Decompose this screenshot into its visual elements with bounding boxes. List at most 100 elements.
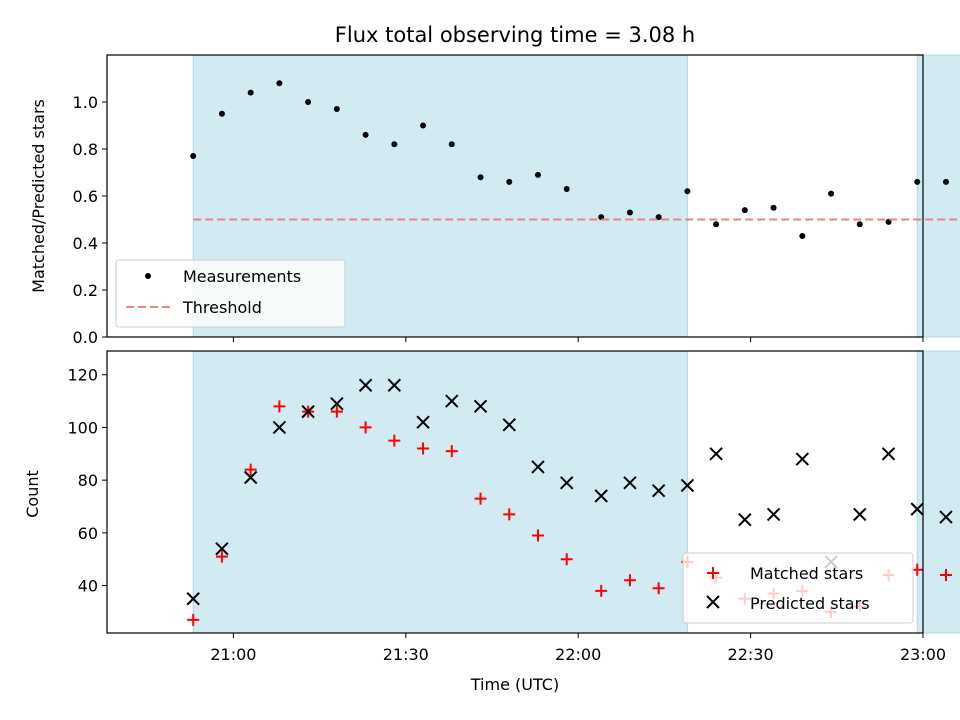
shaded-interval <box>916 54 960 338</box>
matched-star-point <box>560 553 573 566</box>
predicted-star-point <box>358 378 373 392</box>
matched-star-point <box>503 508 516 521</box>
x-tick-label: 22:30 <box>728 645 774 664</box>
measurement-point <box>190 153 197 160</box>
measurement-point <box>305 99 312 105</box>
matched-star-point <box>595 584 608 597</box>
predicted-star-point <box>853 507 867 522</box>
top-legend: Measurements Threshold <box>115 259 346 328</box>
bottom-legend-box <box>682 552 914 624</box>
measurement-point <box>420 122 427 129</box>
y-tick-label: 0.4 <box>73 234 98 253</box>
matched-star-point <box>445 445 458 458</box>
legend-predicted-marker <box>706 595 720 609</box>
legend-predicted-label: Predicted stars <box>750 594 870 613</box>
x-tick-label: 21:30 <box>383 645 429 664</box>
predicted-star-point <box>416 415 430 429</box>
measurement-point <box>914 178 921 185</box>
measurement-point <box>741 207 748 214</box>
y-tick-label: 0.6 <box>73 187 98 206</box>
predicted-star-point <box>502 418 516 432</box>
predicted-star-point <box>910 502 924 516</box>
measurement-point <box>713 221 720 228</box>
matched-star-point <box>652 582 665 595</box>
predicted-star-point <box>738 512 752 527</box>
y-tick-label: 100 <box>67 418 98 437</box>
matched-star-point <box>273 400 286 413</box>
top-panel-frame <box>106 54 924 338</box>
x-tick-label: 21:00 <box>210 645 256 664</box>
matched-star-point <box>359 421 372 434</box>
predicted-star-point <box>272 420 287 435</box>
bottom-y-axis-label: Count <box>23 470 42 518</box>
measurement-point <box>534 171 541 178</box>
x-tick-label: 22:00 <box>555 645 601 664</box>
predicted-star-point <box>651 483 666 498</box>
measurement-point <box>799 232 806 239</box>
y-tick-label: 40 <box>78 577 98 596</box>
measurement-point <box>333 106 340 113</box>
legend-measurements-label: Measurements <box>183 267 301 286</box>
matched-star-point <box>623 574 636 587</box>
shaded-interval <box>916 350 960 634</box>
predicted-star-point <box>445 394 459 408</box>
matched-star-point <box>531 529 544 542</box>
measurement-point <box>942 178 949 185</box>
measurement-point <box>218 110 225 117</box>
top-panel: 0.0 0.2 0.4 0.6 0.8 1.0 Matched/Predicted sta… <box>29 54 960 347</box>
y-tick-label: 0.2 <box>73 281 98 300</box>
y-tick-label: 0.8 <box>73 140 98 159</box>
measurement-point <box>626 209 633 216</box>
x-axis-label: Time (UTC) <box>470 675 559 694</box>
top-y-axis-label: Matched/Predicted stars <box>29 99 48 293</box>
legend-matched-label: Matched stars <box>750 564 863 583</box>
y-tick-label: 1.0 <box>73 93 98 112</box>
measurement-point <box>856 221 863 228</box>
legend-threshold-label: Threshold <box>182 298 262 317</box>
predicted-star-point <box>795 452 810 466</box>
predicted-star-point <box>531 460 545 474</box>
y-tick-label: 0.0 <box>73 328 98 347</box>
predicted-star-point <box>560 476 574 490</box>
predicted-star-point <box>594 489 608 503</box>
measurement-point <box>448 141 455 148</box>
predicted-star-point <box>215 541 229 556</box>
matched-star-point <box>244 463 257 476</box>
legend-measurements-marker <box>145 273 151 279</box>
measurement-point <box>477 174 484 181</box>
predicted-star-point <box>680 478 695 493</box>
bottom-panel-frame <box>106 350 924 634</box>
predicted-star-point <box>330 397 344 411</box>
chart-title: Flux total observing time = 3.08 h <box>335 23 695 47</box>
measurement-point <box>563 185 570 192</box>
predicted-star-point <box>301 404 315 419</box>
measurement-point <box>770 204 777 211</box>
measurement-point <box>506 178 513 185</box>
matched-star-point <box>330 405 343 418</box>
measurement-point <box>684 188 691 195</box>
y-tick-label: 120 <box>67 366 98 385</box>
matched-star-point <box>417 442 430 455</box>
matched-star-point <box>939 569 952 582</box>
measurement-point <box>276 80 283 87</box>
predicted-star-point <box>387 378 402 392</box>
bottom-panel: 40 60 80 100 120 Count 21:00 21:30 22:00 22:30 2… <box>23 337 960 694</box>
predicted-star-point <box>186 592 200 606</box>
shaded-interval <box>192 350 688 634</box>
bottom-legend: Matched stars Predicted stars <box>682 552 914 624</box>
measurement-point <box>362 131 369 138</box>
predicted-star-point <box>473 399 488 414</box>
predicted-star-point <box>881 447 896 461</box>
measurement-point <box>247 89 254 96</box>
predicted-star-point <box>243 470 258 485</box>
matched-star-point <box>388 434 401 447</box>
measurement-point <box>391 141 398 148</box>
predicted-star-point <box>766 507 781 522</box>
x-tick-label: 23:00 <box>900 645 946 664</box>
y-tick-label: 80 <box>78 471 98 490</box>
legend-matched-marker <box>707 567 719 579</box>
predicted-star-point <box>623 476 637 490</box>
matched-star-point <box>187 613 200 626</box>
matched-star-point <box>215 550 228 563</box>
